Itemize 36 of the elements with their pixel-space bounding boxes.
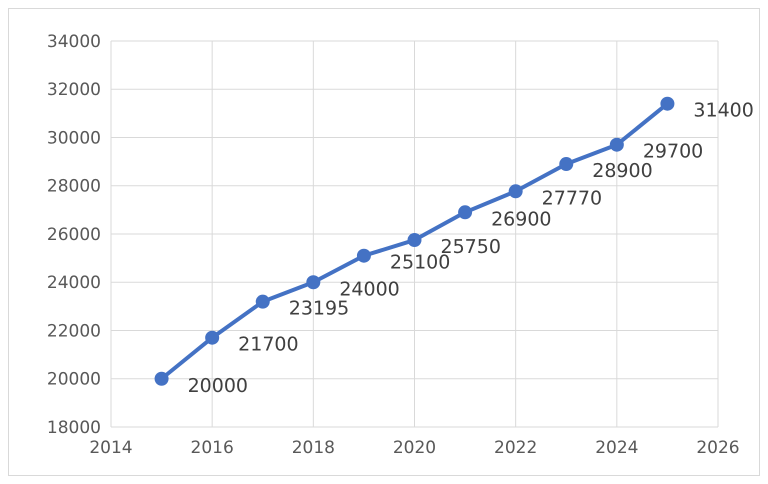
point bbox=[154, 372, 169, 386]
y-tick-label: 22000 bbox=[46, 321, 101, 342]
data-label: 24000 bbox=[339, 278, 400, 300]
data-label: 28900 bbox=[592, 160, 653, 182]
point bbox=[408, 233, 422, 248]
point bbox=[559, 157, 574, 172]
y-tick-label: 20000 bbox=[46, 370, 101, 390]
x-tick-label: 2024 bbox=[595, 438, 638, 458]
y-tick-label: 18000 bbox=[46, 418, 101, 438]
point bbox=[458, 205, 472, 220]
point bbox=[256, 294, 270, 309]
point bbox=[306, 275, 320, 290]
y-tick-label: 26000 bbox=[46, 224, 101, 245]
data-label: 21700 bbox=[238, 334, 299, 356]
data-label: 23195 bbox=[288, 298, 350, 320]
point bbox=[205, 330, 220, 345]
point bbox=[356, 248, 371, 263]
x-tick-label: 2016 bbox=[190, 438, 234, 458]
data-label: 29700 bbox=[642, 140, 704, 163]
x-tick-label: 2020 bbox=[392, 438, 436, 458]
data-label: 31400 bbox=[693, 100, 754, 122]
y-tick-label: 24000 bbox=[46, 273, 101, 294]
data-label: 27770 bbox=[542, 187, 602, 210]
data-label: 26900 bbox=[491, 208, 552, 230]
y-tick-label: 32000 bbox=[46, 80, 101, 100]
point bbox=[660, 96, 674, 111]
x-tick-label: 2014 bbox=[89, 438, 133, 458]
data-label: 20000 bbox=[188, 374, 248, 397]
y-tick-label: 30000 bbox=[46, 128, 101, 148]
point bbox=[508, 184, 523, 198]
x-tick-label: 2022 bbox=[494, 438, 538, 458]
y-tick-label: 28000 bbox=[46, 176, 101, 197]
x-tick-label: 2018 bbox=[292, 438, 335, 458]
point bbox=[610, 138, 624, 152]
y-tick-label: 34000 bbox=[46, 32, 101, 52]
x-tick-label: 2026 bbox=[696, 438, 740, 458]
